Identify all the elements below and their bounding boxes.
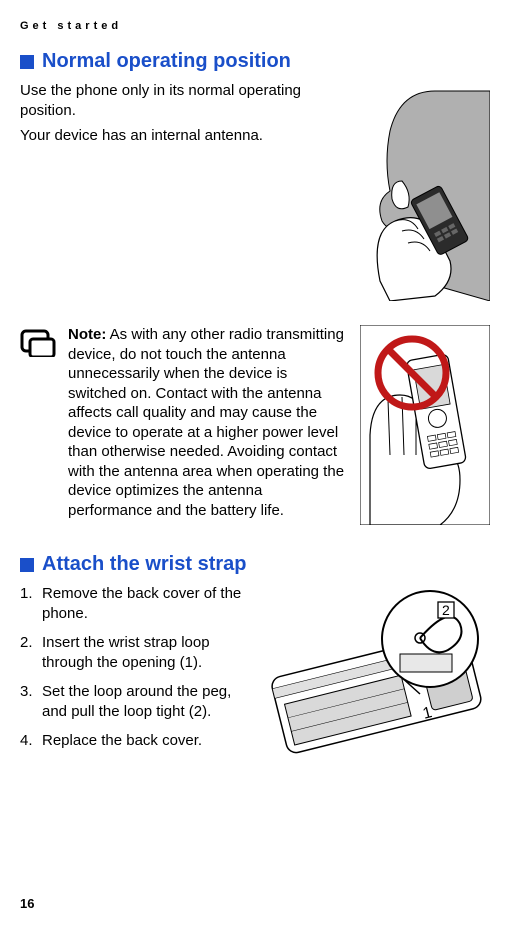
section1-para1: Use the phone only in its normal operati…: [20, 81, 328, 120]
note-icon: [20, 325, 56, 525]
figure-wrist-strap: 1 2: [260, 584, 490, 784]
section1-text: Use the phone only in its normal operati…: [20, 81, 328, 301]
heading-text: Attach the wrist strap: [42, 553, 246, 576]
running-header: Get started: [20, 20, 490, 32]
note-body: As with any other radio transmitting dev…: [68, 326, 344, 519]
note-text: Note: As with any other radio transmitti…: [68, 325, 348, 525]
list-item: Insert the wrist strap loop through the …: [20, 633, 244, 672]
section1-row: Use the phone only in its normal operati…: [20, 81, 490, 301]
figure-head-phone: [340, 81, 490, 301]
heading-bullet-icon: [20, 558, 34, 572]
list-item: Set the loop around the peg, and pull th…: [20, 682, 244, 721]
list-item: Replace the back cover.: [20, 731, 244, 751]
section2-row: Remove the back cover of the phone. Inse…: [20, 584, 490, 784]
heading-text: Normal operating position: [42, 50, 291, 73]
section-heading-wrist-strap: Attach the wrist strap: [20, 553, 490, 576]
steps-list: Remove the back cover of the phone. Inse…: [20, 584, 244, 751]
callout-2: 2: [442, 602, 450, 618]
page-number: 16: [20, 896, 34, 911]
section1-para2: Your device has an internal antenna.: [20, 126, 328, 146]
heading-bullet-icon: [20, 55, 34, 69]
steps-column: Remove the back cover of the phone. Inse…: [20, 584, 244, 784]
note-block: Note: As with any other radio transmitti…: [20, 325, 490, 525]
list-item: Remove the back cover of the phone.: [20, 584, 244, 623]
figure-antenna-prohibit: [360, 325, 490, 525]
section-heading-normal-position: Normal operating position: [20, 50, 490, 73]
note-label: Note:: [68, 326, 106, 343]
